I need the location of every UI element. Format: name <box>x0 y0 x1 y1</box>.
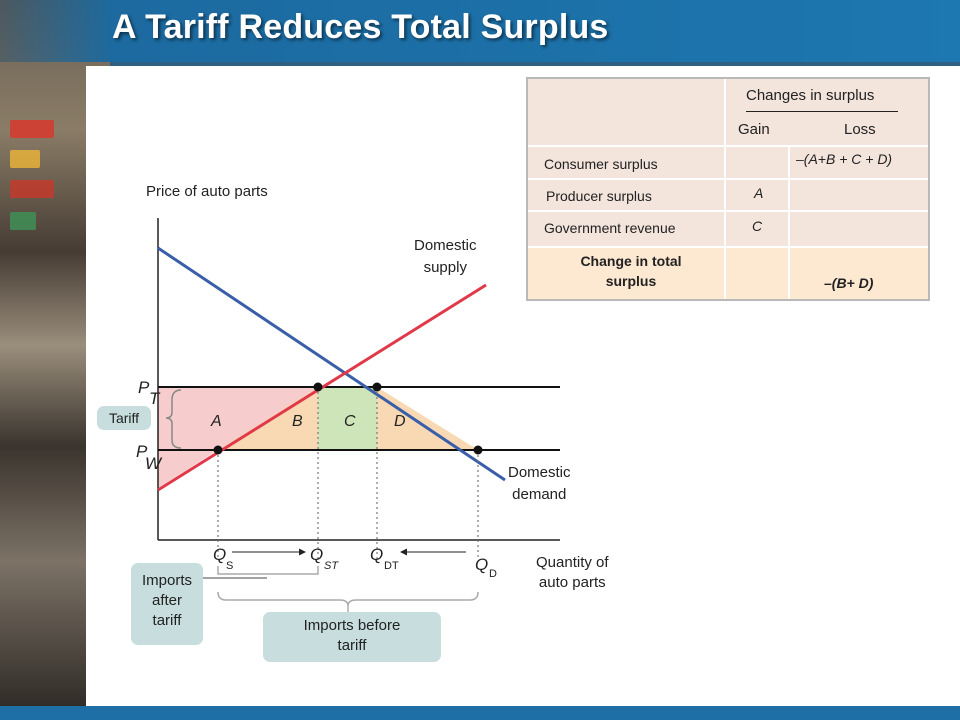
price-pt-main: P <box>138 378 150 397</box>
region-a-label: A <box>211 413 222 430</box>
photo-sign <box>10 180 54 198</box>
qs-label: Q <box>213 545 227 564</box>
imports-after-line2: after <box>151 592 182 609</box>
table-divider-horizontal <box>528 246 928 248</box>
imports-after-tariff-label: Imports after tariff <box>131 563 203 645</box>
point-qs <box>213 445 223 455</box>
col-loss-header: Loss <box>844 121 876 138</box>
photo-sign <box>10 212 36 230</box>
price-pw-label: P <box>136 442 147 462</box>
point-qdt <box>372 382 382 392</box>
x-axis-label-line1: Quantity of <box>536 554 609 571</box>
row-government-label: Government revenue <box>544 220 676 236</box>
row-total-label: Change in total surplus <box>548 251 714 291</box>
row-total-label-line2: surplus <box>605 273 657 289</box>
region-b-label: B <box>292 413 303 430</box>
qd-label: Q <box>475 555 489 574</box>
row-total-loss: –(B+ D) <box>824 275 874 291</box>
region-d-label: D <box>394 413 406 430</box>
price-pt-subscript: T <box>149 389 160 408</box>
imports-after-line3: tariff <box>152 612 182 629</box>
qs-subscript: S <box>226 560 234 572</box>
table-header: Changes in surplus <box>746 87 875 104</box>
table-divider-horizontal <box>528 145 928 147</box>
row-consumer-loss: –(A+B + C + D) <box>796 151 893 167</box>
supply-curve-label: Domestic supply <box>414 235 477 279</box>
title-bar: A Tariff Reduces Total Surplus <box>0 0 960 62</box>
demand-label-line2: demand <box>512 486 567 503</box>
row-government-gain: C <box>752 218 763 234</box>
point-qst <box>313 382 323 392</box>
tariff-label: Tariff <box>97 406 151 430</box>
tariff-brace <box>165 389 182 449</box>
arrow-head-left-icon <box>400 548 407 556</box>
qst-subscript: ST <box>324 560 339 572</box>
photo-sign <box>10 150 40 168</box>
table-divider-horizontal <box>528 210 928 212</box>
qdt-subscript: DT <box>384 560 399 572</box>
page-title: A Tariff Reduces Total Surplus <box>112 8 609 46</box>
row-producer-gain: A <box>754 185 764 201</box>
table-divider-vertical <box>724 248 726 299</box>
supply-label-line1: Domestic <box>414 237 477 254</box>
imports-before-line2: tariff <box>337 637 367 654</box>
region-c-label: C <box>344 413 356 430</box>
table-divider-vertical <box>788 145 790 248</box>
table-divider-vertical <box>724 79 726 248</box>
demand-label-line1: Domestic <box>508 464 571 481</box>
qst-label: Q <box>310 545 324 564</box>
point-qd <box>473 445 483 455</box>
demand-curve <box>157 246 506 482</box>
row-consumer-label: Consumer surplus <box>544 156 658 172</box>
imports-before-brace <box>217 591 479 607</box>
price-pw-subscript: W <box>145 454 162 473</box>
region-d <box>377 387 478 450</box>
photo-sign <box>10 120 54 138</box>
row-total-label-line1: Change in total <box>580 253 682 269</box>
total-row <box>528 248 928 299</box>
x-axis-label-line2: auto parts <box>538 574 606 591</box>
bottom-bar <box>0 706 960 720</box>
surplus-table: Changes in surplus Gain Loss Consumer su… <box>526 77 930 301</box>
qdt-label: Q <box>370 545 384 564</box>
imports-after-bracket <box>217 566 319 575</box>
supply-label-line2: supply <box>423 259 467 276</box>
x-axis-label: Quantity of auto parts <box>536 553 609 593</box>
y-axis-label: Price of auto parts <box>146 183 268 200</box>
price-pt-label: P <box>138 378 149 398</box>
table-divider-horizontal <box>528 178 928 180</box>
region-b <box>218 387 318 450</box>
row-producer-label: Producer surplus <box>546 188 652 204</box>
col-gain-header: Gain <box>738 121 770 138</box>
demand-curve-label: Domestic demand <box>508 462 571 506</box>
region-c <box>318 387 377 450</box>
imports-before-tariff-label: Imports before tariff <box>263 612 441 662</box>
imports-after-line1: Imports <box>141 572 192 589</box>
table-divider-vertical <box>788 248 790 299</box>
arrow-head-right-icon <box>299 548 306 556</box>
imports-before-line1: Imports before <box>303 617 401 634</box>
price-pw-main: P <box>136 442 148 461</box>
qd-subscript: D <box>489 568 497 580</box>
table-header-underline <box>746 111 898 112</box>
